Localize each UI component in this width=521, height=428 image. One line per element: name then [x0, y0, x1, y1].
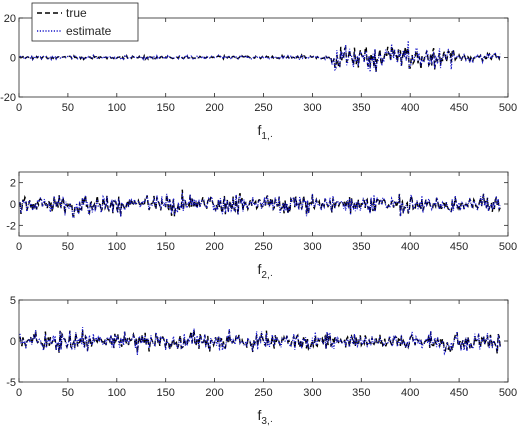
x-tick-label: 100 [108, 387, 126, 399]
x-tick-label: 150 [157, 241, 175, 253]
y-tick-label: 0 [10, 336, 16, 348]
y-tick-label: 0 [10, 53, 16, 65]
y-tick-label: -2 [6, 220, 16, 232]
x-tick-label: 450 [450, 102, 468, 114]
y-tick-label: 20 [4, 13, 16, 25]
series-true-line [19, 45, 501, 73]
x-tick-label: 200 [205, 387, 223, 399]
x-tick-label: 300 [303, 387, 321, 399]
x-axis-label: f3,· [258, 407, 274, 427]
x-tick-label: 500 [499, 241, 517, 253]
x-tick-label: 150 [157, 102, 175, 114]
x-tick-label: 500 [499, 102, 517, 114]
legend-box [31, 2, 139, 42]
x-tick-label: 400 [401, 241, 419, 253]
x-tick-label: 200 [205, 241, 223, 253]
x-tick-label: 100 [108, 102, 126, 114]
x-tick-label: 100 [108, 241, 126, 253]
x-tick-label: 300 [303, 241, 321, 253]
x-tick-label: 400 [401, 387, 419, 399]
x-axis-label-main: f [258, 261, 262, 277]
x-axis-label-main: f [258, 122, 262, 138]
series-estimate-line [19, 40, 501, 73]
x-tick-label: 50 [62, 241, 74, 253]
y-tick-label: 0 [10, 199, 16, 211]
x-tick-label: 300 [303, 102, 321, 114]
x-axis-label: f2,· [258, 261, 274, 281]
y-tick-label: 2 [10, 178, 16, 190]
legend-true-label: true [66, 6, 87, 20]
x-axis-label: f1,· [258, 122, 274, 142]
x-tick-label: 450 [450, 241, 468, 253]
series-estimate-line [19, 327, 501, 356]
x-tick-label: 150 [157, 387, 175, 399]
series-estimate-line [19, 192, 501, 220]
series-true-line [19, 329, 501, 354]
legend-estimate-label: estimate [66, 24, 112, 38]
x-tick-label: 250 [254, 102, 272, 114]
x-tick-label: 50 [62, 387, 74, 399]
x-axis-label-main: f [258, 407, 262, 423]
x-tick-label: 0 [16, 102, 22, 114]
legend: true estimate [31, 2, 139, 42]
x-tick-label: 450 [450, 387, 468, 399]
x-tick-label: 350 [352, 387, 370, 399]
x-tick-label: 0 [16, 241, 22, 253]
x-axis-label-subscript: 1,· [261, 131, 273, 142]
x-tick-label: 50 [62, 102, 74, 114]
x-tick-label: 400 [401, 102, 419, 114]
x-tick-label: 500 [499, 387, 517, 399]
y-tick-label: -20 [0, 92, 16, 104]
y-tick-label: 5 [10, 295, 16, 307]
x-axis-label-subscript: 3,· [261, 416, 273, 427]
x-tick-label: 250 [254, 387, 272, 399]
x-axis-label-subscript: 2,· [261, 270, 273, 281]
x-tick-label: 350 [352, 241, 370, 253]
x-tick-label: 250 [254, 241, 272, 253]
x-tick-label: 350 [352, 102, 370, 114]
x-tick-label: 200 [205, 102, 223, 114]
y-tick-label: -5 [6, 377, 16, 389]
x-tick-label: 0 [16, 387, 22, 399]
